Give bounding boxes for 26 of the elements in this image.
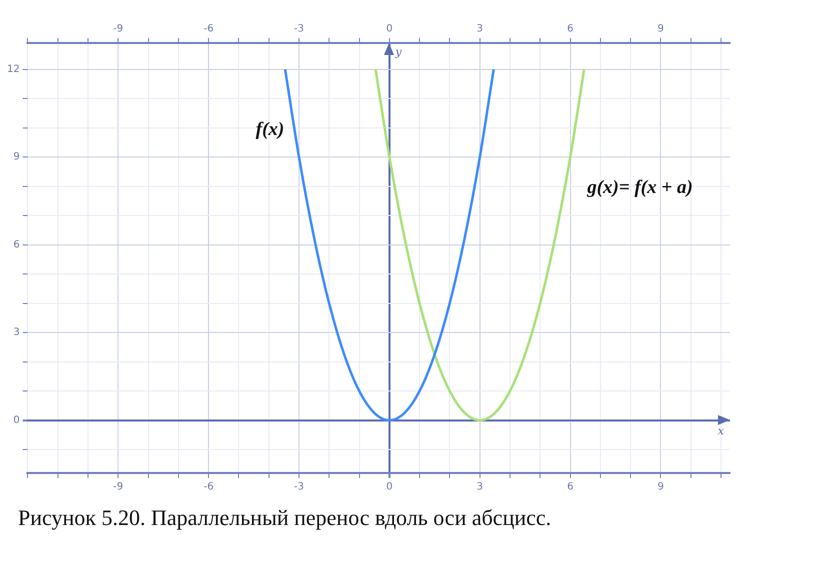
y-tick-label: 12	[6, 64, 20, 75]
line-series	[374, 68, 586, 422]
x2-tick-label: -3	[294, 482, 304, 493]
y-tick-label: 6	[13, 239, 20, 250]
x-tick-label: -6	[204, 24, 214, 35]
x-tick-label: 6	[567, 24, 574, 35]
x-tick-label: -3	[294, 24, 304, 35]
annotation: f(x)	[256, 119, 284, 141]
x2-tick-label: -9	[113, 482, 124, 493]
annotation: g(x)= f(x + a)	[587, 177, 693, 199]
y-tick-label: 3	[13, 327, 20, 338]
x2-tick-label: -6	[204, 482, 214, 493]
x-tick-label: 3	[476, 24, 484, 35]
x2-tick-label: 9	[657, 482, 664, 493]
y-tick-label: 0	[13, 414, 20, 426]
x2-tick-label: 0	[386, 482, 393, 493]
x2-tick-label: 3	[476, 482, 484, 493]
y-axis-title: y	[394, 45, 402, 58]
x-tick-label: 0	[386, 24, 393, 35]
text: Рисунок 5.20. Параллельный перенос вдоль оси абсцисс.	[18, 505, 552, 531]
x-axis-title: x	[718, 424, 725, 438]
y-tick-label: 9	[13, 152, 20, 163]
x-tick-label: -9	[113, 24, 124, 35]
x2-tick-label: 6	[567, 482, 574, 493]
line-series	[284, 68, 495, 422]
x-tick-label: 9	[657, 24, 664, 35]
